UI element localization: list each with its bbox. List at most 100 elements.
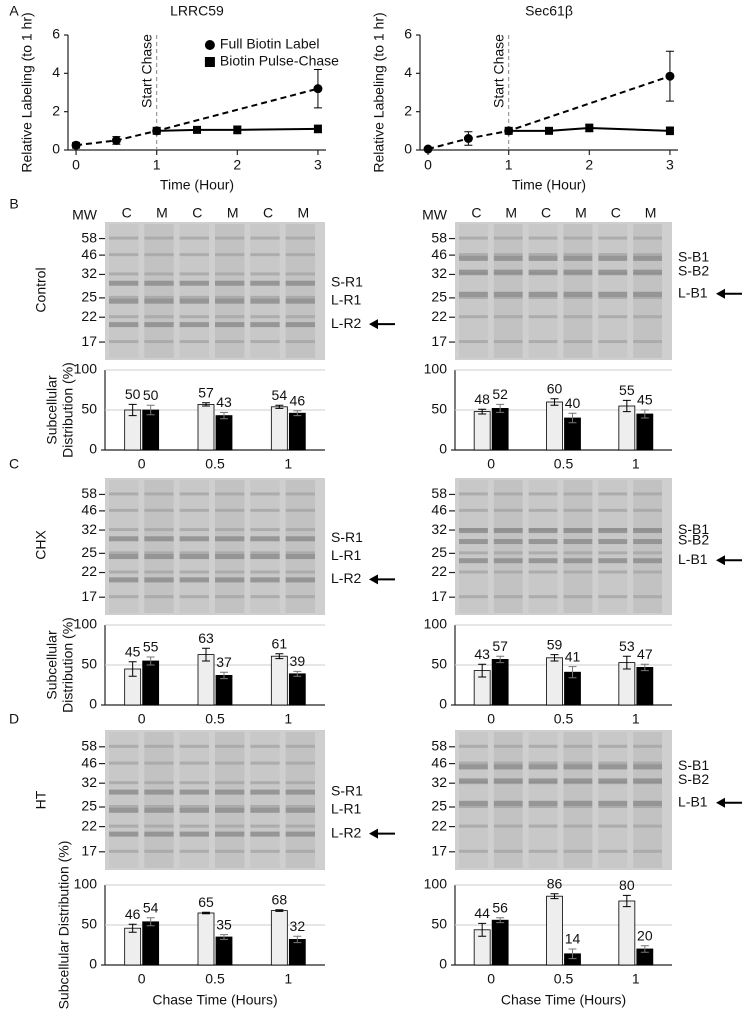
gel-band (528, 570, 558, 574)
y-tick-label: 100 (424, 876, 448, 892)
bar (142, 921, 160, 966)
gel-band (563, 269, 593, 275)
point (313, 84, 323, 94)
y-axis-label: Distribution (%) (60, 362, 76, 458)
gel-band (459, 551, 488, 555)
gel-band (215, 570, 245, 574)
mw-label: 25 (431, 544, 447, 560)
value-label: 46 (125, 906, 141, 922)
error-bar (496, 403, 505, 413)
gel-lane (250, 480, 280, 613)
gel-band (285, 508, 315, 512)
gel-band (109, 849, 139, 853)
value-label: 20 (637, 928, 653, 944)
point (504, 126, 513, 135)
mw-label: 32 (81, 521, 97, 537)
band-label: S-R1 (331, 529, 363, 545)
gel-lane (633, 480, 662, 613)
gel-band (215, 577, 245, 583)
gel-band (144, 570, 174, 574)
gel-band (633, 236, 662, 240)
gel-lane (493, 480, 523, 613)
error-bar (202, 911, 210, 915)
gel-band (109, 744, 139, 748)
gel-band (144, 322, 174, 328)
gel-band (215, 322, 245, 328)
gel-band (215, 298, 245, 304)
bar (546, 401, 563, 451)
gel-band (215, 554, 245, 560)
gel-band (598, 570, 628, 574)
gel-band (250, 322, 280, 328)
band-label: S-B2 (678, 771, 709, 787)
error-bar (640, 663, 649, 672)
gel-band (598, 744, 628, 748)
arrow-head (369, 319, 378, 330)
bar (288, 673, 306, 706)
gel-band (493, 595, 523, 599)
gel-lane (459, 480, 488, 613)
x-tick-label: 1 (505, 157, 513, 173)
error-bar (622, 655, 631, 670)
gel-band (215, 831, 245, 837)
gel-band (493, 805, 523, 808)
arrow-head (369, 828, 378, 839)
y-axis-label: Subcellular (44, 630, 60, 700)
y-tick-label: 0 (89, 441, 97, 457)
panel-letter: B (9, 196, 18, 212)
bar (124, 927, 142, 966)
gel-band (459, 800, 488, 806)
gel-band (633, 800, 662, 806)
y-tick-label: 2 (52, 102, 60, 118)
gel-lane (633, 732, 662, 868)
gel-band (528, 508, 558, 512)
gel-band (179, 807, 209, 813)
error-bar (478, 408, 487, 415)
gel-band (285, 807, 315, 813)
gel-band (493, 315, 523, 319)
gel-band (285, 298, 315, 304)
gel-lane (598, 224, 628, 358)
x-tick-label: 1 (153, 157, 161, 173)
gel-lane (179, 480, 209, 613)
gel-band (215, 492, 245, 496)
band-label: S-R1 (331, 782, 363, 798)
panel-letter: A (9, 3, 19, 19)
gel-band (285, 551, 315, 555)
gel-band (215, 781, 245, 785)
y-tick-label: 50 (81, 916, 97, 932)
gel-band (598, 315, 628, 319)
gel-band (633, 492, 662, 496)
gel-band (459, 295, 488, 299)
value-label: 43 (474, 646, 490, 662)
gel-band (285, 789, 315, 795)
lane-label: C (611, 205, 621, 221)
y-tick-label: 100 (424, 616, 448, 632)
gel-band (459, 269, 488, 275)
gel-band (528, 595, 558, 599)
gel-band (285, 781, 315, 785)
gel-band (109, 295, 139, 299)
gel-band (459, 508, 488, 512)
gel-lane (144, 732, 174, 868)
gel-band (598, 340, 628, 344)
gel-band (459, 595, 488, 599)
bar (142, 660, 160, 706)
y-tick-label: 50 (431, 916, 447, 932)
bar (473, 411, 491, 451)
gel-band (459, 778, 488, 784)
gel-band (179, 315, 209, 319)
gel-band (109, 577, 139, 583)
error-bar (220, 671, 228, 680)
bar (215, 415, 233, 451)
gel-band (250, 551, 280, 555)
point (152, 126, 161, 135)
x-tick-label: 0 (138, 711, 146, 727)
value-label: 41 (565, 648, 581, 664)
gel-band (563, 236, 593, 240)
gel-band (493, 800, 523, 806)
gel-band (179, 805, 209, 808)
band-label: L-R1 (331, 547, 362, 563)
mw-label: 17 (431, 333, 447, 349)
gel-band (250, 528, 280, 532)
